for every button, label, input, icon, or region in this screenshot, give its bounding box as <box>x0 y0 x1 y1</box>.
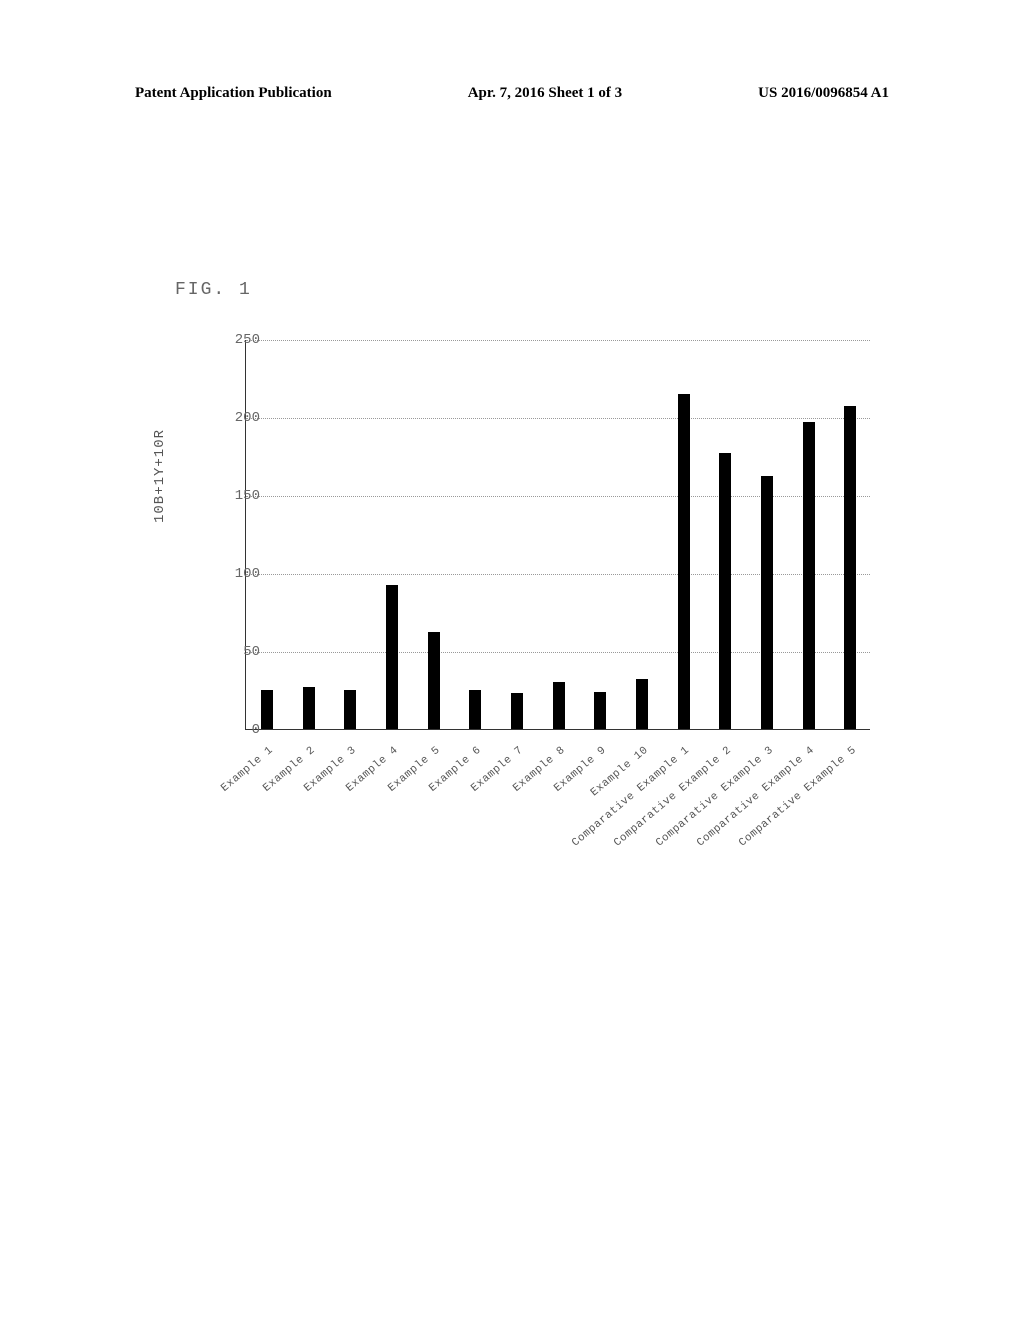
y-tick-label: 50 <box>220 644 260 660</box>
header-center: Apr. 7, 2016 Sheet 1 of 3 <box>468 85 622 102</box>
y-axis-label: 10B+1Y+10R <box>152 429 168 523</box>
bar <box>594 692 606 729</box>
bar <box>719 453 731 729</box>
gridline <box>246 574 870 575</box>
bar <box>636 679 648 729</box>
bar <box>678 394 690 729</box>
y-tick-label: 250 <box>220 332 260 348</box>
bar <box>386 585 398 729</box>
header-left: Patent Application Publication <box>135 85 332 102</box>
bar <box>844 406 856 729</box>
header-right: US 2016/0096854 A1 <box>758 85 889 102</box>
bar <box>303 687 315 729</box>
gridline <box>246 340 870 341</box>
figure-label: FIG. 1 <box>175 280 252 300</box>
plot-area <box>245 340 870 730</box>
y-tick-label: 200 <box>220 410 260 426</box>
bar <box>344 690 356 729</box>
bar <box>511 693 523 729</box>
bar <box>761 476 773 729</box>
bar <box>803 422 815 729</box>
bar <box>553 682 565 729</box>
x-axis-labels: Example 1Example 2Example 3Example 4Exam… <box>245 735 870 915</box>
y-tick-label: 100 <box>220 566 260 582</box>
bar <box>469 690 481 729</box>
gridline <box>246 496 870 497</box>
y-tick-label: 150 <box>220 488 260 504</box>
y-tick-label: 0 <box>220 722 260 738</box>
gridline <box>246 652 870 653</box>
bar-chart: 10B+1Y+10R Example 1Example 2Example 3Ex… <box>170 320 890 920</box>
bar <box>428 632 440 729</box>
gridline <box>246 418 870 419</box>
bar <box>261 690 273 729</box>
